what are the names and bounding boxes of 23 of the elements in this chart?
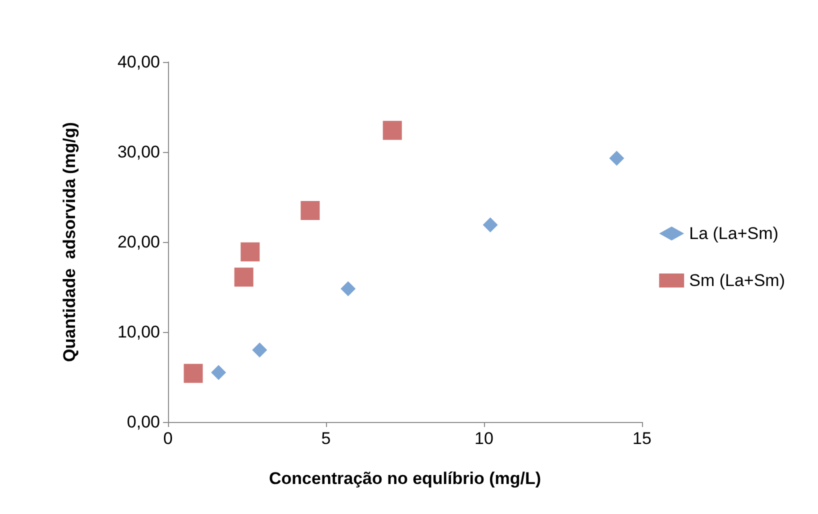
x-axis-title: Concentração no equlíbrio (mg/L) — [268, 469, 542, 488]
y-tick-label: 40,00 — [117, 52, 160, 72]
y-axis-title: Quantidade adsorvida (mg/g) — [60, 122, 79, 362]
legend-label: Sm (La+Sm) — [689, 271, 786, 290]
y-tick-label: 10,00 — [117, 322, 160, 342]
point — [252, 342, 268, 358]
x-tick-label: 10 — [474, 429, 494, 448]
point — [609, 150, 624, 166]
point — [340, 281, 356, 296]
point — [211, 365, 226, 380]
point — [300, 201, 320, 220]
y-tick-label: 0,00 — [126, 412, 160, 432]
legend-label: La (La+Sm) — [689, 224, 778, 243]
x-tick-label: 5 — [321, 429, 331, 448]
point — [184, 364, 203, 383]
point — [234, 268, 254, 287]
point — [482, 217, 498, 232]
y-tick-label: 20,00 — [117, 232, 160, 252]
x-tick-label: 0 — [163, 429, 173, 448]
point — [382, 120, 402, 140]
point — [240, 242, 260, 262]
x-tick-label: 15 — [632, 429, 652, 448]
y-tick-label: 30,00 — [117, 142, 160, 162]
